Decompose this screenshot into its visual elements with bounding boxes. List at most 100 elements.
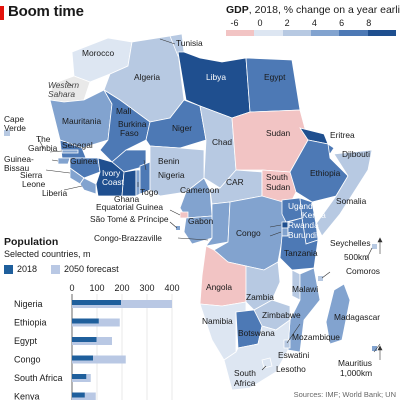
legend-swatch-2018 bbox=[4, 264, 13, 274]
category-label: Egypt bbox=[14, 336, 38, 346]
country-cape-verde bbox=[4, 130, 10, 136]
map-label-cameroon: Cameroon bbox=[180, 185, 219, 195]
leader-line bbox=[269, 224, 282, 228]
leader-line bbox=[49, 150, 63, 153]
map-label-seychelles: Seychelles bbox=[330, 238, 371, 248]
map-label-mauritania: Mauritania bbox=[62, 116, 101, 126]
country-somalia bbox=[315, 149, 373, 237]
bar-2050 bbox=[72, 300, 172, 308]
brand-flag bbox=[0, 6, 4, 20]
gdp-legend-tick: 0 bbox=[257, 18, 263, 28]
scale-arrow-head bbox=[377, 237, 383, 243]
map-label-rwanda: Rwanda bbox=[288, 220, 319, 230]
map-label-mozambique: Mozambique bbox=[292, 332, 340, 342]
country-south-sudan bbox=[261, 169, 301, 205]
map-label-zambia: Zambia bbox=[246, 292, 274, 302]
map-label-lesotho: Lesotho bbox=[276, 364, 306, 374]
gdp-legend: GDP, 2018, % change on a year earlier -6… bbox=[226, 4, 400, 36]
map-label-sao-tome: São Tomé & Príncipe bbox=[90, 214, 169, 224]
country-tanzania bbox=[279, 217, 319, 271]
country-sao-tome bbox=[176, 226, 180, 230]
leader-line bbox=[169, 221, 178, 229]
map-label-tanzania: Tanzania bbox=[284, 248, 318, 258]
country-eswatini bbox=[283, 339, 291, 349]
category-label: Congo bbox=[14, 355, 41, 365]
map-label-burkina-1: Burkina bbox=[118, 119, 147, 129]
map-label-eritrea: Eritrea bbox=[330, 130, 355, 140]
gdp-legend-title-bold: GDP bbox=[226, 4, 249, 16]
map-label-somalia: Somalia bbox=[336, 196, 367, 206]
country-mauritius bbox=[372, 346, 377, 351]
legend-label-2050: 2050 forecast bbox=[64, 264, 119, 274]
population-subtitle: Selected countries, m bbox=[4, 249, 91, 259]
map-label-sudan: Sudan bbox=[266, 128, 291, 138]
map-label-western-sahara-1: Western bbox=[48, 80, 79, 90]
map-label-chad: Chad bbox=[212, 137, 232, 147]
country-south-africa bbox=[223, 319, 291, 391]
gdp-legend-tick: 4 bbox=[311, 18, 317, 28]
map-label-djibouti: Djibouti bbox=[342, 149, 370, 159]
map-label-algeria: Algeria bbox=[134, 72, 160, 82]
leader-line bbox=[51, 159, 59, 162]
gdp-legend-tick: 6 bbox=[339, 18, 345, 28]
population-legend: 2018 2050 forecast bbox=[4, 264, 194, 274]
map-label-nigeria: Nigeria bbox=[158, 170, 185, 180]
map-label-uganda: Uganda bbox=[288, 201, 318, 211]
gdp-legend-title: GDP, 2018, % change on a year earlier bbox=[226, 4, 400, 16]
legend-label-2018: 2018 bbox=[17, 264, 38, 274]
category-label: Ethiopia bbox=[14, 318, 47, 328]
category-label: Nigeria bbox=[14, 299, 43, 309]
leader-line bbox=[45, 169, 71, 174]
leader-line bbox=[365, 247, 373, 261]
bar-2018 bbox=[72, 337, 97, 342]
gdp-legend-bin bbox=[367, 30, 396, 36]
gdp-legend-bin bbox=[339, 30, 368, 36]
map-label-morocco: Morocco bbox=[82, 48, 114, 58]
country-guinea-bissau bbox=[57, 157, 71, 165]
leader-line bbox=[269, 231, 282, 237]
gdp-legend-colorbar bbox=[226, 30, 396, 36]
leader-line bbox=[159, 38, 176, 45]
bar-2050 bbox=[72, 355, 126, 364]
scale-arrow-head bbox=[377, 345, 383, 351]
map-label-congo: Congo bbox=[236, 228, 261, 238]
gdp-legend-ticks: -6 0 2 4 6 8 bbox=[226, 18, 396, 30]
country-liberia bbox=[79, 177, 97, 195]
map-label-guinea-bissau-2: Bissau bbox=[4, 163, 29, 173]
category-label: Kenya bbox=[14, 392, 40, 400]
category-label: South Africa bbox=[14, 373, 63, 383]
gdp-legend-bin bbox=[226, 30, 255, 36]
leader-line bbox=[37, 137, 45, 150]
country-comoros bbox=[318, 276, 323, 281]
map-label-burundi: Burundi bbox=[288, 230, 317, 240]
gdp-legend-bin bbox=[282, 30, 311, 36]
gdp-legend-tick: 8 bbox=[366, 18, 372, 28]
map-label-ghana: Ghana bbox=[114, 194, 139, 204]
x-tick-label: 400 bbox=[164, 283, 179, 293]
leader-line bbox=[63, 185, 83, 191]
country-gabon bbox=[183, 215, 213, 245]
country-equatorial-guinea bbox=[179, 211, 189, 219]
map-label-ivory-coast-1: Ivory bbox=[102, 168, 121, 178]
map-label-guinea-bissau-1: Guinea- bbox=[4, 154, 34, 164]
map-label-ivory-coast-2: Coast bbox=[102, 177, 125, 187]
map-label-niger: Niger bbox=[172, 123, 192, 133]
country-egypt bbox=[245, 57, 301, 113]
bar-2018 bbox=[72, 355, 93, 361]
map-label-libya: Libya bbox=[206, 72, 226, 82]
map-label-the-gambia-1: The bbox=[36, 134, 51, 144]
map-label-south-africa-2: Africa bbox=[234, 378, 256, 388]
map-label-namibia: Namibia bbox=[202, 316, 233, 326]
gdp-legend-tick: 2 bbox=[284, 18, 290, 28]
x-tick-label: 0 bbox=[69, 283, 74, 293]
leader-line bbox=[177, 237, 209, 241]
map-label-western-sahara-2: Sahara bbox=[48, 89, 75, 99]
map-label-south-sudan-2: Sudan bbox=[266, 182, 291, 192]
map-label-egypt: Egypt bbox=[264, 72, 286, 82]
population-panel: Population Selected countries, m 2018 20… bbox=[4, 236, 194, 274]
map-label-angola: Angola bbox=[206, 282, 232, 292]
bar-2018 bbox=[72, 318, 99, 324]
country-ghana bbox=[121, 169, 137, 197]
map-label-cape-verde-1: Cape bbox=[4, 114, 24, 124]
